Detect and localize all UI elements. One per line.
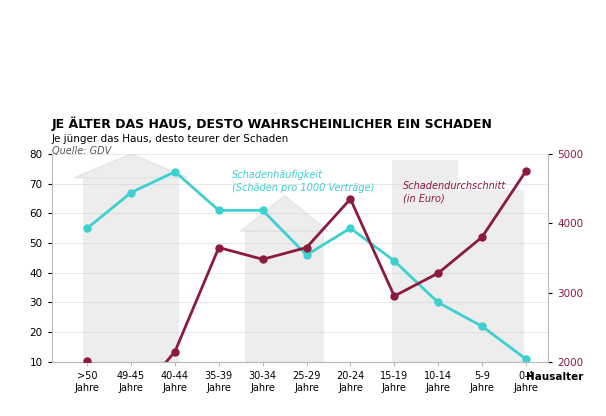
Text: JE ÄLTER DAS HAUS, DESTO WAHRSCHEINLICHER EIN SCHADEN: JE ÄLTER DAS HAUS, DESTO WAHRSCHEINLICHE… — [52, 116, 493, 131]
Text: Je jünger das Haus, desto teurer der Schaden: Je jünger das Haus, desto teurer der Sch… — [52, 134, 289, 144]
Bar — [392, 160, 458, 362]
Text: Schadendurchschnitt
(in Euro): Schadendurchschnitt (in Euro) — [403, 181, 506, 204]
Polygon shape — [241, 196, 328, 231]
Text: Hausalter: Hausalter — [526, 372, 583, 382]
Text: Schadenhäufigkeit
(Schäden pro 1000 Verträge): Schadenhäufigkeit (Schäden pro 1000 Vert… — [232, 170, 375, 193]
Polygon shape — [74, 154, 188, 178]
Bar — [83, 178, 179, 362]
Bar — [458, 190, 524, 362]
Text: Quelle: GDV: Quelle: GDV — [52, 146, 111, 156]
Bar — [245, 231, 324, 362]
